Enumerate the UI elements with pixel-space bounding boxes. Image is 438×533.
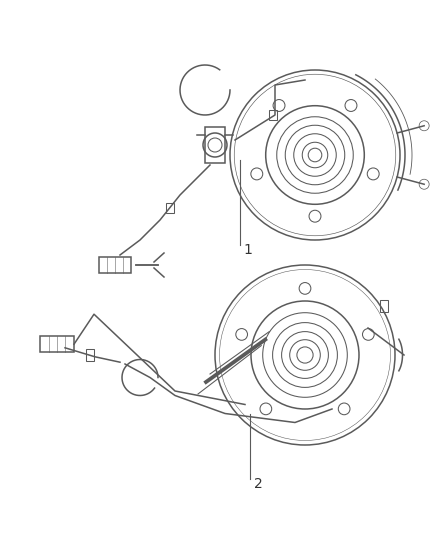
Text: 2: 2 [254, 477, 262, 491]
Text: 1: 1 [244, 243, 252, 257]
